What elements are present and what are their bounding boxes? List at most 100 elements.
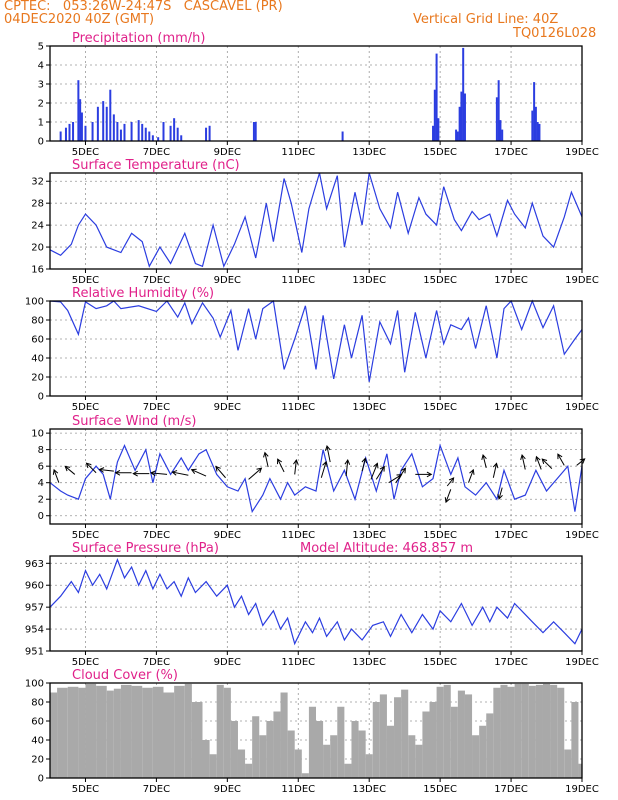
wind-arrow	[264, 452, 269, 468]
y-tick-label: 60	[31, 717, 44, 728]
x-tick-label: 19DEC	[565, 275, 599, 286]
cloud-bar	[429, 702, 437, 778]
cloud-bar	[57, 687, 68, 778]
x-tick-label: 9DEC	[214, 657, 241, 668]
panel-title: Surface Temperature (nC)	[72, 158, 240, 173]
cloud-bar	[273, 711, 281, 778]
x-tick-label: 7DEC	[143, 530, 170, 541]
y-tick-label: 20	[31, 373, 44, 384]
wind-arrow	[388, 474, 402, 484]
wind-arrowhead	[557, 453, 563, 460]
wind-arrowhead	[64, 465, 71, 472]
wind-arrowhead	[535, 455, 541, 462]
y-tick-label: 40	[31, 354, 44, 365]
cloud-bar	[266, 721, 274, 778]
precip-bar	[96, 106, 99, 141]
precip-bar	[501, 129, 504, 141]
precip-bar	[499, 120, 502, 141]
wind-arrowhead	[497, 493, 503, 500]
cloud-bar	[259, 735, 267, 778]
x-tick-label: 9DEC	[214, 530, 241, 541]
precip-bar	[137, 120, 140, 141]
wind-arrow	[150, 472, 168, 475]
grid-note: Vertical Grid Line: 40Z	[413, 12, 559, 27]
y-tick-label: 5	[38, 42, 44, 53]
wind-arrowhead	[492, 462, 499, 469]
x-tick-label: 17DEC	[494, 784, 528, 795]
x-tick-label: 5DEC	[72, 147, 99, 158]
cloud-bar	[464, 694, 473, 778]
x-tick-label: 13DEC	[352, 147, 386, 158]
cloud-bar	[50, 692, 58, 778]
precip-bar	[130, 122, 133, 141]
precip-bar	[180, 135, 183, 141]
x-tick-label: 11DEC	[281, 784, 315, 795]
wind-arrow	[248, 467, 262, 480]
precip-bar	[536, 122, 539, 141]
cloud-bar	[486, 713, 494, 778]
precip-bar	[531, 110, 534, 141]
cloud-bar	[230, 721, 238, 778]
precip-bar	[341, 131, 344, 141]
wind-arrow	[395, 468, 406, 483]
x-tick-label: 15DEC	[423, 530, 457, 541]
wind-arrowhead	[263, 451, 269, 458]
precip-bar	[157, 137, 160, 141]
precip-bar	[497, 80, 500, 141]
x-tick-label: 19DEC	[565, 657, 599, 668]
run-id: TQ0126L028	[513, 26, 597, 41]
y-tick-label: 60	[31, 335, 44, 346]
x-tick-label: 5DEC	[72, 275, 99, 286]
cloud-bar	[557, 687, 565, 778]
x-tick-label: 15DEC	[423, 657, 457, 668]
cloud-bar	[436, 686, 444, 778]
cloud-bar	[365, 754, 373, 778]
cloud-bar	[394, 697, 402, 778]
y-tick-label: 16	[31, 265, 44, 276]
cloud-bar	[113, 688, 121, 778]
x-tick-label: 17DEC	[494, 657, 528, 668]
x-tick-label: 13DEC	[352, 784, 386, 795]
x-tick-label: 13DEC	[352, 275, 386, 286]
precip-bar	[151, 135, 154, 141]
wind-arrowhead	[400, 467, 406, 474]
x-tick-label: 7DEC	[143, 275, 170, 286]
wind-arrowhead	[361, 457, 368, 464]
precip-bar	[538, 123, 541, 141]
precip-bar	[169, 125, 172, 141]
precip-bar	[463, 93, 466, 141]
x-tick-label: 5DEC	[72, 402, 99, 413]
panel-precip: 0 1 2 3 4 5 5DEC 7DEC 9DEC 11DEC 13DEC 15DEC 17DEC 19…	[38, 31, 599, 158]
precip-bar	[141, 123, 144, 141]
panel-frame	[49, 300, 583, 397]
wind-arrowhead	[215, 465, 221, 472]
cloud-bar	[245, 763, 253, 778]
cloud-bar	[493, 687, 501, 778]
cloud-bar	[542, 683, 551, 778]
wind-arrowhead	[520, 454, 526, 461]
precip-bar	[254, 122, 257, 141]
cloud-bar	[337, 706, 345, 778]
wind-arrow	[468, 469, 474, 483]
wind-arrow	[370, 463, 378, 480]
precip-bar	[433, 89, 436, 141]
wind-arrow	[446, 477, 455, 487]
y-tick-label: 32	[31, 177, 44, 188]
precip-bar	[462, 47, 465, 141]
cloud-bar	[78, 687, 86, 778]
precip-bar	[144, 127, 147, 141]
x-tick-label: 13DEC	[352, 530, 386, 541]
y-tick-label: 10	[31, 429, 44, 440]
wind-arrow	[557, 453, 565, 466]
x-tick-label: 19DEC	[565, 402, 599, 413]
cloud-bar	[358, 730, 366, 778]
cloud-bar	[163, 692, 175, 778]
precip-bar	[456, 131, 459, 141]
wind-arrowhead	[469, 468, 475, 475]
wind-arrow	[445, 489, 452, 503]
precip-bar	[176, 127, 179, 141]
cloud-bar	[401, 689, 409, 778]
precip-bar	[458, 106, 461, 141]
precip-bar	[80, 112, 83, 141]
x-tick-label: 15DEC	[423, 275, 457, 286]
